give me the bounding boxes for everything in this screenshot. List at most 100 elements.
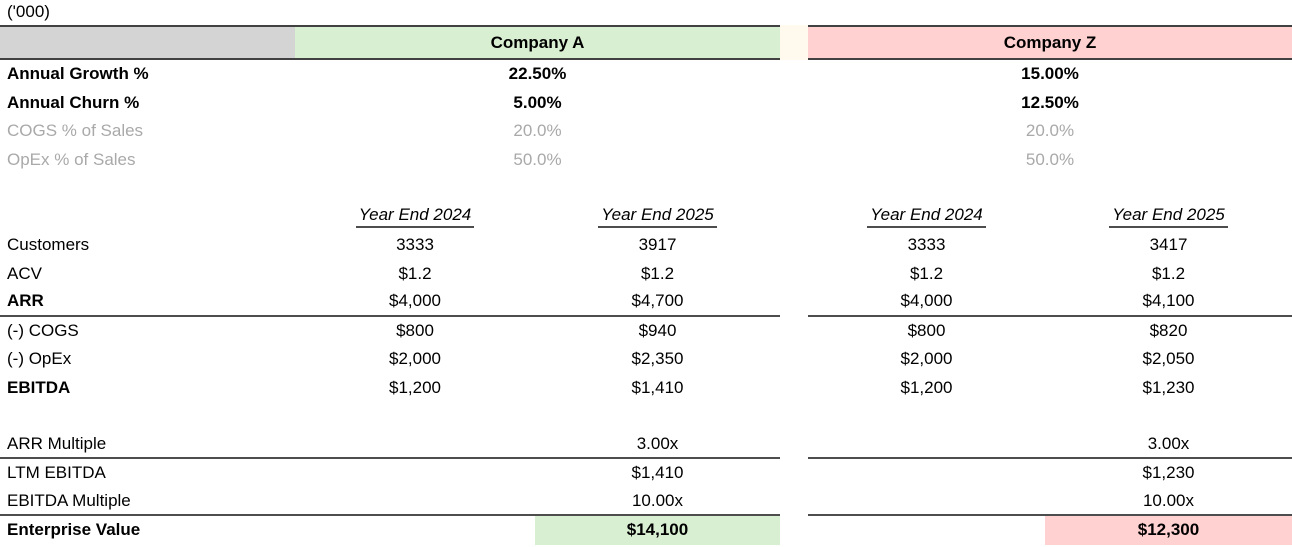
cogs-pct-company-a-cell[interactable]: 20.0% xyxy=(513,121,562,141)
annual-growth-company-a-cell[interactable]: 22.50% xyxy=(508,64,567,84)
cogs-a-2025-cell[interactable]: $940 xyxy=(638,320,677,340)
opex-pct-company-a-cell[interactable]: 50.0% xyxy=(513,149,562,169)
arr-multiple-company-a-cell[interactable]: 3.00x xyxy=(535,431,780,459)
arr-z-2025-cell[interactable]: $4,100 xyxy=(1045,288,1292,317)
spacer-row xyxy=(0,174,1292,203)
ebitda-z-2025-cell[interactable]: $1,230 xyxy=(1142,377,1195,397)
company-header-row: Company A Company Z xyxy=(0,25,1292,60)
year-end-2025-label: Year End 2025 xyxy=(1109,205,1228,229)
empty-cell xyxy=(295,516,535,545)
ltm-ebitda-company-z-cell[interactable]: $1,230 xyxy=(1142,463,1195,483)
year-end-header-row: Year End 2024 Year End 2025 Year End 202… xyxy=(0,203,1292,232)
model-row-customers: Customers 3333 3917 3333 3417 xyxy=(0,231,1292,260)
customers-z-2024-cell[interactable]: 3333 xyxy=(907,235,946,255)
cogs-a-2024-cell[interactable]: $800 xyxy=(396,320,434,340)
units-label: ('000) xyxy=(7,2,50,21)
ebitda-multiple-company-z-cell[interactable]: 10.00x xyxy=(1045,488,1292,516)
empty-cell xyxy=(0,203,295,232)
cogs-z-2024-cell[interactable]: $800 xyxy=(907,320,946,340)
empty-cell xyxy=(295,431,535,459)
arr-z-2024-cell[interactable]: $4,000 xyxy=(808,288,1045,317)
spacer-row xyxy=(0,402,1292,431)
acv-z-2025-cell[interactable]: $1.2 xyxy=(1151,263,1186,283)
annual-growth-label: Annual Growth % xyxy=(7,64,149,84)
empty-cell xyxy=(808,516,1045,545)
company-a-2024-header: Year End 2024 xyxy=(295,203,535,232)
annual-churn-company-a-cell[interactable]: 5.00% xyxy=(513,92,562,112)
arr-a-2025-cell[interactable]: $4,700 xyxy=(535,288,780,317)
enterprise-value-company-a-cell[interactable]: $14,100 xyxy=(535,516,780,545)
gap-cell xyxy=(780,345,808,374)
assumption-row-annual-churn: Annual Churn % 5.00% 12.50% xyxy=(0,89,1292,118)
model-row-arr: ARR $4,000 $4,700 $4,000 $4,100 xyxy=(0,288,1292,317)
year-end-2024-label: Year End 2024 xyxy=(355,205,475,229)
annual-churn-company-z-cell[interactable]: 12.50% xyxy=(1021,92,1079,112)
header-gap-cell xyxy=(780,25,808,60)
gap-cell xyxy=(780,203,808,232)
enterprise-value-company-z-cell[interactable]: $12,300 xyxy=(1045,516,1292,545)
valuation-row-ltm-ebitda: LTM EBITDA $1,410 $1,230 xyxy=(0,459,1292,488)
ebitda-a-2025-cell[interactable]: $1,410 xyxy=(631,377,684,397)
empty-cell xyxy=(295,488,535,516)
acv-a-2025-cell[interactable]: $1.2 xyxy=(640,263,675,283)
year-end-2025-label: Year End 2025 xyxy=(598,205,717,229)
gap-cell xyxy=(780,89,808,118)
empty-cell xyxy=(808,459,1045,488)
arr-multiple-company-z-cell[interactable]: 3.00x xyxy=(1045,431,1292,459)
opex-a-2024-cell[interactable]: $2,000 xyxy=(389,349,441,369)
empty-cell xyxy=(295,459,535,488)
opex-pct-label: OpEx % of Sales xyxy=(7,149,136,169)
customers-a-2024-cell[interactable]: 3333 xyxy=(396,235,434,255)
ltm-ebitda-company-a-cell[interactable]: $1,410 xyxy=(631,463,684,483)
model-row-ebitda: EBITDA $1,200 $1,410 $1,200 $1,230 xyxy=(0,374,1292,403)
arr-a-2024-cell[interactable]: $4,000 xyxy=(295,288,535,317)
assumption-row-cogs-pct: COGS % of Sales 20.0% 20.0% xyxy=(0,117,1292,146)
enterprise-value-label: Enterprise Value xyxy=(7,520,141,540)
cogs-z-2025-cell[interactable]: $820 xyxy=(1149,320,1188,340)
gap-cell xyxy=(780,374,808,403)
gap-cell xyxy=(780,516,808,545)
gap-cell xyxy=(780,260,808,289)
customers-z-2025-cell[interactable]: 3417 xyxy=(1149,235,1188,255)
annual-churn-label: Annual Churn % xyxy=(7,92,140,112)
opex-pct-company-z-cell[interactable]: 50.0% xyxy=(1025,149,1075,169)
ebitda-label: EBITDA xyxy=(7,377,71,397)
company-a-header-cell[interactable]: Company A xyxy=(295,25,780,60)
arr-label: ARR xyxy=(0,288,295,317)
gap-cell xyxy=(780,117,808,146)
empty-cell xyxy=(808,488,1045,516)
opex-z-2025-cell[interactable]: $2,050 xyxy=(1142,349,1195,369)
model-row-acv: ACV $1.2 $1.2 $1.2 $1.2 xyxy=(0,260,1292,289)
gap-cell xyxy=(780,488,808,517)
customers-a-2025-cell[interactable]: 3917 xyxy=(638,235,677,255)
empty-cell xyxy=(808,431,1045,459)
ltm-ebitda-label: LTM EBITDA xyxy=(7,463,106,483)
opex-label: (-) OpEx xyxy=(7,349,72,369)
assumption-row-opex-pct: OpEx % of Sales 50.0% 50.0% xyxy=(0,146,1292,175)
cogs-pct-company-z-cell[interactable]: 20.0% xyxy=(1025,121,1075,141)
model-row-cogs: (-) COGS $800 $940 $800 $820 xyxy=(0,317,1292,346)
ebitda-z-2024-cell[interactable]: $1,200 xyxy=(900,377,953,397)
company-z-header-cell[interactable]: Company Z xyxy=(808,25,1292,60)
gap-cell xyxy=(780,431,808,460)
assumption-row-annual-growth: Annual Growth % 22.50% 15.00% xyxy=(0,60,1292,89)
units-row: ('000) xyxy=(0,0,1292,25)
acv-label: ACV xyxy=(7,263,42,283)
gap-cell xyxy=(780,231,808,260)
opex-z-2024-cell[interactable]: $2,000 xyxy=(900,349,953,369)
year-end-2024-label: Year End 2024 xyxy=(867,205,986,229)
gap-cell xyxy=(780,317,808,346)
ebitda-multiple-label: EBITDA Multiple xyxy=(0,488,295,516)
acv-z-2024-cell[interactable]: $1.2 xyxy=(909,263,944,283)
acv-a-2024-cell[interactable]: $1.2 xyxy=(398,263,432,283)
customers-label: Customers xyxy=(7,235,90,255)
annual-growth-company-z-cell[interactable]: 15.00% xyxy=(1021,64,1079,84)
opex-a-2025-cell[interactable]: $2,350 xyxy=(631,349,684,369)
arr-multiple-label: ARR Multiple xyxy=(0,431,295,459)
gap-cell xyxy=(780,146,808,175)
model-row-opex: (-) OpEx $2,000 $2,350 $2,000 $2,050 xyxy=(0,345,1292,374)
ebitda-a-2024-cell[interactable]: $1,200 xyxy=(389,377,441,397)
ebitda-multiple-company-a-cell[interactable]: 10.00x xyxy=(535,488,780,516)
cogs-pct-label: COGS % of Sales xyxy=(7,121,144,141)
